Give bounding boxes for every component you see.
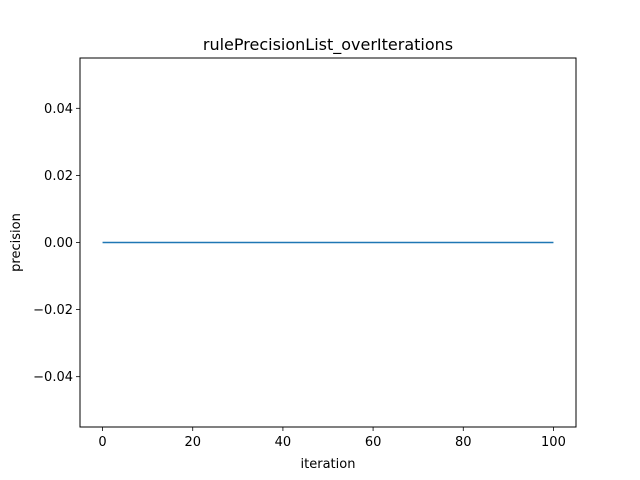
x-tick-label: 100: [541, 435, 566, 450]
y-tick-label: 0.04: [44, 102, 73, 117]
y-tick-label: 0.00: [44, 236, 73, 251]
x-axis-label: iteration: [301, 457, 356, 472]
x-tick-label: 0: [98, 435, 106, 450]
y-tick-label: 0.02: [44, 169, 73, 184]
y-axis-ticks: −0.04 −0.02 0.00 0.02 0.04: [33, 102, 80, 385]
chart-title: rulePrecisionList_overIterations: [203, 35, 453, 55]
y-tick-label: −0.02: [33, 303, 73, 318]
x-tick-label: 20: [184, 435, 201, 450]
x-tick-label: 40: [275, 435, 292, 450]
y-tick-label: −0.04: [33, 370, 73, 385]
x-tick-label: 60: [365, 435, 382, 450]
y-axis-label: precision: [9, 213, 24, 272]
x-tick-label: 80: [455, 435, 472, 450]
x-axis-ticks: 0 20 40 60 80 100: [98, 427, 566, 450]
